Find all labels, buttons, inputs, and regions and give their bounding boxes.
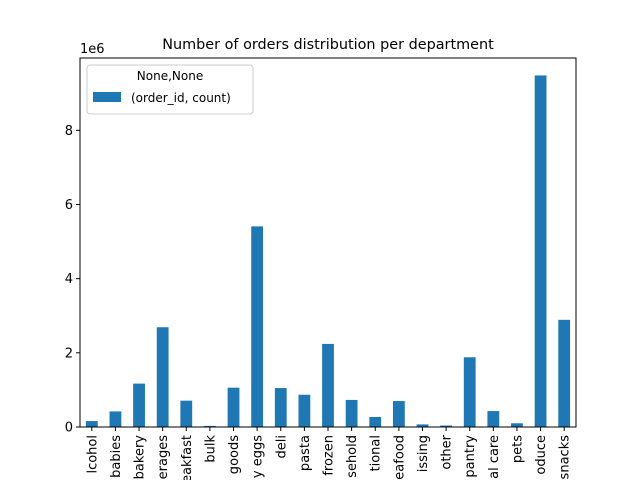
- bars-group: [85, 75, 571, 428]
- x-tick-label: eafood: [392, 435, 407, 480]
- x-tick-label: tional: [369, 435, 384, 471]
- y-axis: 0 2 4 6 8: [65, 124, 80, 436]
- chart-title: Number of orders distribution per depart…: [162, 37, 494, 53]
- bar-13: [392, 401, 405, 427]
- x-tick-label: al care: [487, 435, 502, 479]
- bar-0: [85, 421, 98, 427]
- y-axis-scale-label: 1e6: [80, 42, 105, 57]
- bar-11: [345, 399, 358, 427]
- x-axis: lcohol babies bakery erages eakfast bulk goods…: [85, 427, 573, 480]
- bar-1: [109, 411, 122, 427]
- legend-swatch: [93, 92, 121, 102]
- x-tick-label: oduce: [534, 435, 549, 475]
- legend-box: [86, 64, 254, 115]
- legend-title: None,None: [137, 69, 203, 83]
- x-tick-label: eakfast: [180, 435, 195, 480]
- bar-18: [511, 423, 523, 427]
- x-tick-label: deli: [274, 435, 289, 458]
- bar-9: [298, 394, 311, 427]
- y-tick-label: 0: [65, 421, 73, 436]
- y-tick-label: 8: [65, 124, 73, 139]
- bar-12: [369, 416, 382, 427]
- bar-6: [227, 387, 240, 427]
- x-tick-label: sehold: [345, 435, 360, 478]
- bar-8: [274, 388, 287, 427]
- bar-20: [558, 319, 571, 427]
- x-tick-label: y eggs: [251, 435, 266, 478]
- bar-2: [133, 383, 145, 427]
- y-tick-label: 6: [65, 198, 73, 213]
- bar-17: [487, 411, 500, 427]
- bar-10: [322, 343, 334, 427]
- x-tick-label: pantry: [463, 435, 478, 478]
- x-tick-label: erages: [156, 435, 171, 480]
- bar-3: [156, 327, 169, 427]
- x-tick-label: babies: [109, 435, 124, 478]
- bar-19: [534, 75, 547, 428]
- bar-15: [440, 425, 452, 427]
- plot-area-frame: [79, 57, 577, 428]
- x-tick-label: pets: [510, 435, 525, 463]
- x-tick-label: snacks: [558, 435, 573, 480]
- bar-16: [463, 357, 476, 427]
- bar-7: [251, 226, 264, 427]
- bar-14: [416, 424, 429, 427]
- bar-5: [204, 425, 216, 427]
- legend-entry-label: (order_id, count): [131, 91, 231, 105]
- x-tick-label: goods: [227, 435, 242, 474]
- x-tick-label: issing: [416, 435, 431, 472]
- y-tick-label: 4: [65, 272, 73, 287]
- x-tick-label: pasta: [298, 435, 313, 471]
- y-tick-label: 2: [65, 346, 73, 361]
- x-tick-label: frozen: [322, 435, 337, 476]
- x-tick-label: lcohol: [85, 435, 100, 474]
- x-tick-label: bakery: [133, 435, 148, 480]
- legend: None,None (order_id, count): [86, 64, 254, 115]
- x-tick-label: other: [440, 434, 455, 469]
- x-tick-label: bulk: [203, 435, 218, 463]
- bar-4: [180, 400, 193, 427]
